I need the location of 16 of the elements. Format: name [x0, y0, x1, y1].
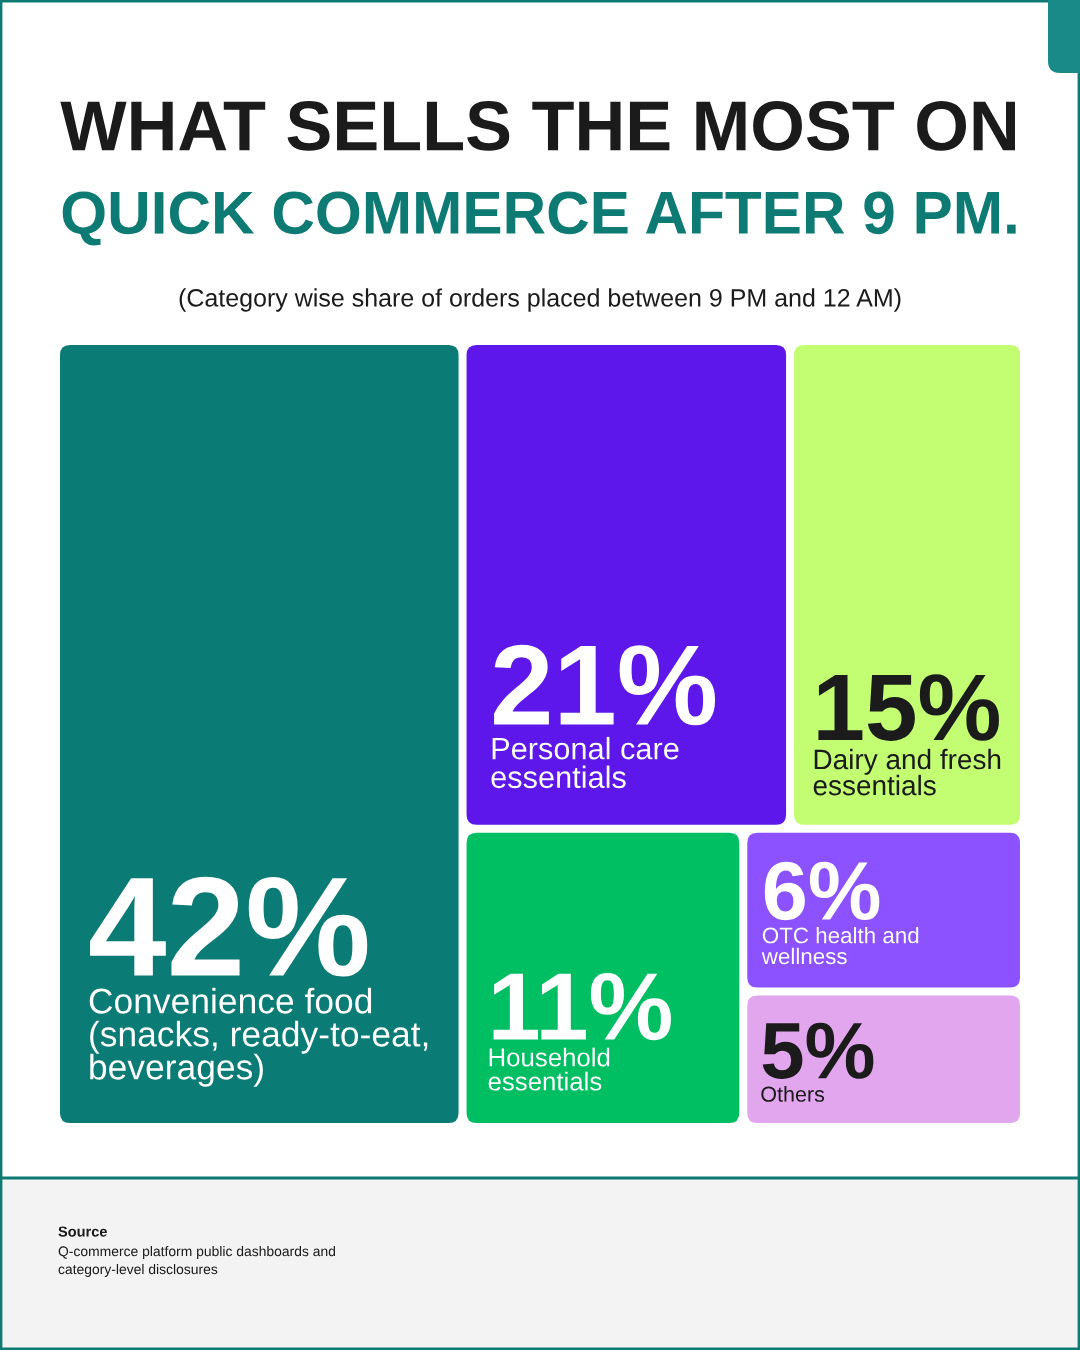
data-label: 11%	[493, 973, 671, 1041]
data-label: 42%	[90, 876, 368, 977]
text: Q-commerce platform public dashboards and category-level disclosures	[58, 1246, 336, 1277]
category-label: Others	[761, 1086, 825, 1102]
data-label: 21%	[494, 644, 716, 726]
data-label: 15%	[818, 674, 999, 741]
text: WHAT SELLS THE MOST ON QUICK COMMERCE AFTER 9 PM.	[60, 101, 1016, 246]
category-label: Household essentials	[488, 1047, 610, 1091]
category-label: OTC health and wellness	[761, 926, 919, 965]
text: (Category wise share of orders placed between 9 PM and 12 AM)	[179, 288, 901, 312]
category-label: Convenience food (snacks, ready-to-eat, beverages)	[89, 987, 428, 1087]
text: Source	[58, 1226, 107, 1237]
data-label: 5%	[762, 1022, 874, 1079]
category-label: Dairy and fresh essentials	[813, 748, 1001, 796]
category-label: Personal care essentials	[491, 736, 679, 789]
data-label: 6%	[764, 861, 880, 921]
